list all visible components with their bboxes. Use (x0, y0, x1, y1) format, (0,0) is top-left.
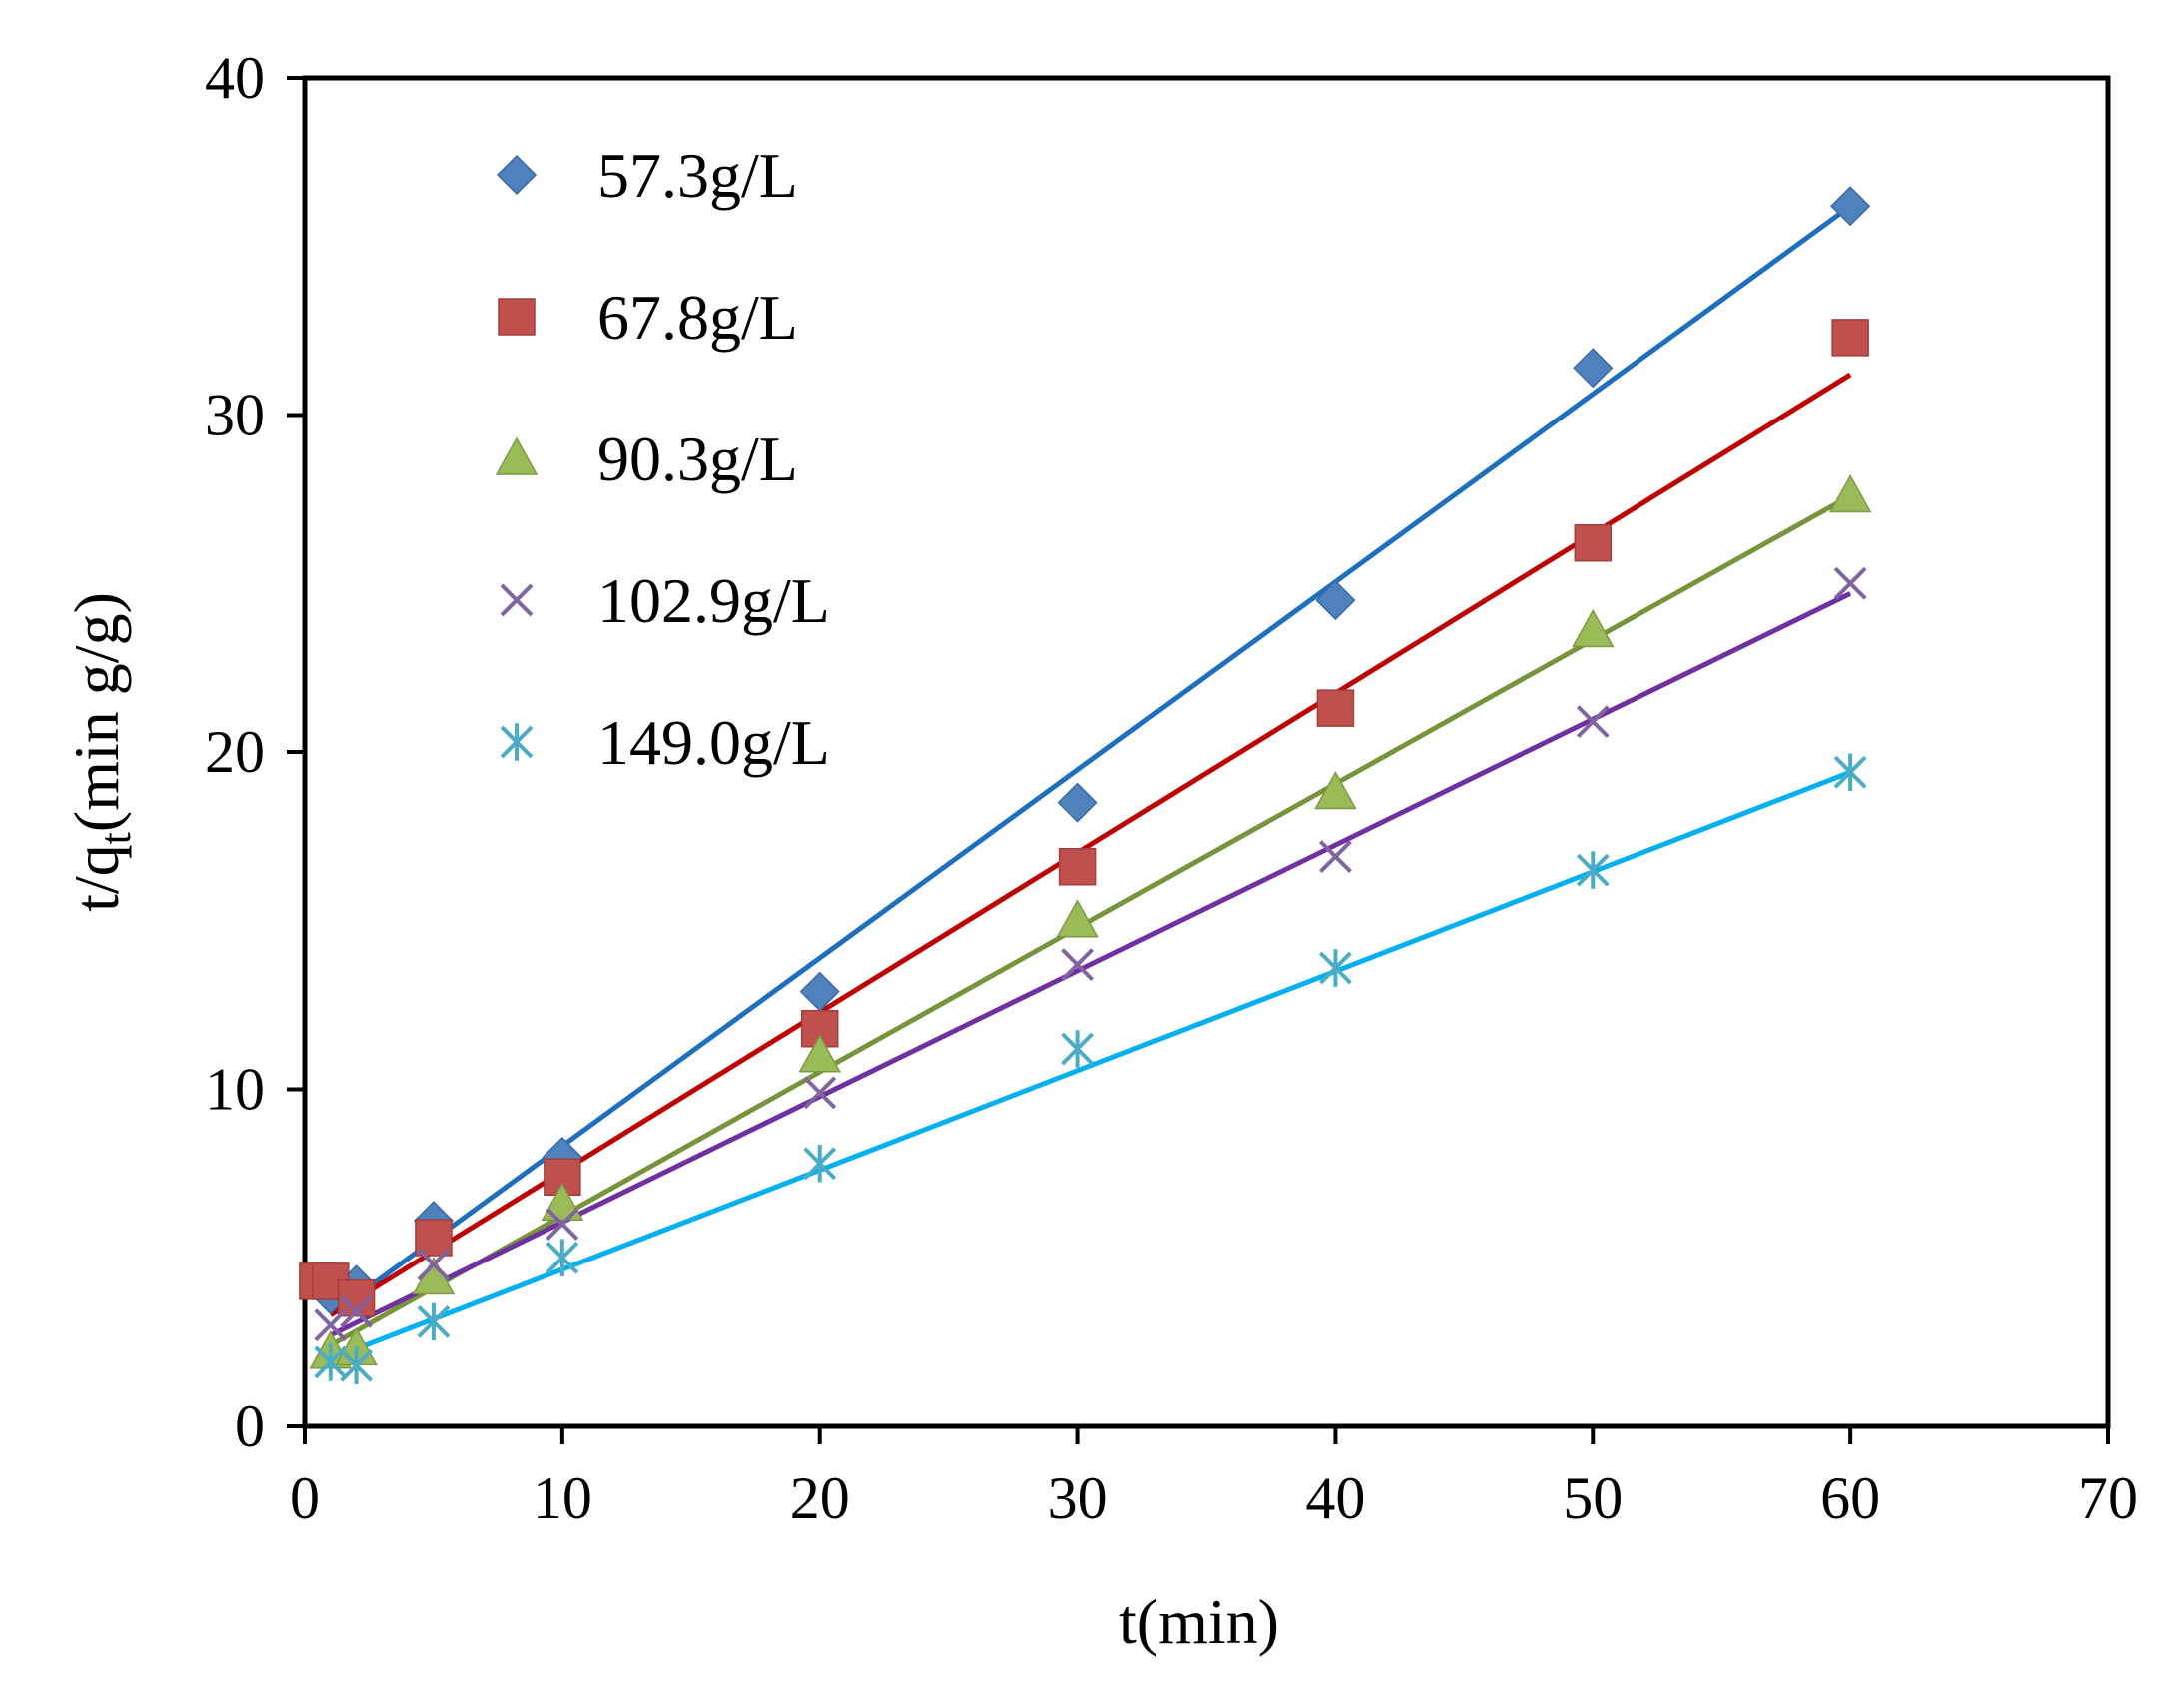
data-point (340, 1346, 373, 1384)
fit-line (329, 769, 1852, 1361)
data-point (1574, 524, 1613, 562)
x-tick-label: 0 (290, 1465, 320, 1531)
legend-label: 90.3g/L (597, 423, 798, 494)
data-point (1833, 566, 1867, 600)
legend-item: 102.9g/L (500, 565, 830, 636)
x-axis-title: t(min) (1119, 1586, 1279, 1657)
data-point (340, 1294, 373, 1328)
legend-item: 149.0g/L (500, 707, 830, 778)
y-axis-ticks: 0 10 20 30 40 (205, 45, 305, 1459)
data-point (417, 1248, 451, 1281)
plot-area (302, 75, 2111, 1429)
x-tick-label: 10 (533, 1465, 592, 1531)
x-tick-label: 50 (1563, 1465, 1623, 1531)
y-axis-title-main: t/q (61, 844, 132, 912)
data-point (1576, 851, 1610, 889)
data-point (1319, 949, 1352, 987)
legend-label: 67.8g/L (597, 282, 798, 353)
data-point (1316, 689, 1355, 727)
legend-item: 57.3g/L (496, 140, 798, 211)
data-point (417, 1302, 451, 1341)
data-point (1057, 782, 1098, 823)
y-tick-label: 30 (205, 383, 265, 448)
data-point (1056, 899, 1099, 938)
data-point (1319, 840, 1352, 874)
data-point (541, 1182, 584, 1221)
x-tick-label: 60 (1820, 1465, 1880, 1531)
legend: 57.3g/L 67.8g/L 90.3g/L 102.9g/L 149.0g/L (495, 140, 830, 778)
y-tick-label: 20 (205, 719, 265, 785)
data-point (1061, 948, 1094, 982)
data-point (1058, 848, 1097, 886)
data-point (1061, 1030, 1094, 1068)
legend-item: 67.8g/L (498, 282, 798, 353)
legend-marker (500, 583, 534, 617)
legend-marker (495, 436, 539, 475)
data-point (1315, 580, 1356, 621)
y-axis-title-rest: (min g/g) (61, 592, 132, 832)
legend-label: 102.9g/L (597, 565, 830, 636)
x-tick-label: 70 (2078, 1465, 2138, 1531)
y-tick-label: 0 (235, 1393, 265, 1459)
data-point (415, 1219, 453, 1257)
x-axis-ticks: 0 10 20 30 40 50 60 70 (290, 1426, 2138, 1531)
data-markers (299, 186, 1872, 1384)
legend-marker (496, 154, 538, 196)
data-point (1828, 473, 1872, 513)
data-point (798, 1034, 841, 1073)
data-point (803, 1145, 837, 1183)
data-point (1831, 319, 1869, 357)
data-point (803, 1076, 837, 1110)
y-tick-label: 40 (205, 45, 265, 111)
data-point (1576, 705, 1610, 739)
y-axis-title-sub: t (91, 832, 140, 844)
data-point (1833, 753, 1867, 791)
data-point (546, 1239, 579, 1276)
legend-item: 90.3g/L (495, 423, 798, 494)
x-tick-label: 40 (1305, 1465, 1365, 1531)
legend-marker (498, 298, 536, 336)
data-point (1314, 770, 1357, 810)
data-point (546, 1208, 579, 1241)
data-point (1830, 186, 1871, 227)
fit-line (329, 204, 1852, 1317)
legend-label: 57.3g/L (597, 140, 798, 211)
y-axis-title: t/qt(min g/g) (61, 592, 140, 912)
data-point (1572, 608, 1615, 648)
legend-marker (500, 723, 534, 761)
x-tick-label: 20 (790, 1465, 850, 1531)
x-tick-label: 30 (1048, 1465, 1108, 1531)
data-point (1573, 348, 1614, 389)
legend-label: 149.0g/L (597, 707, 830, 778)
data-point (314, 1308, 348, 1342)
y-tick-label: 10 (205, 1057, 265, 1123)
